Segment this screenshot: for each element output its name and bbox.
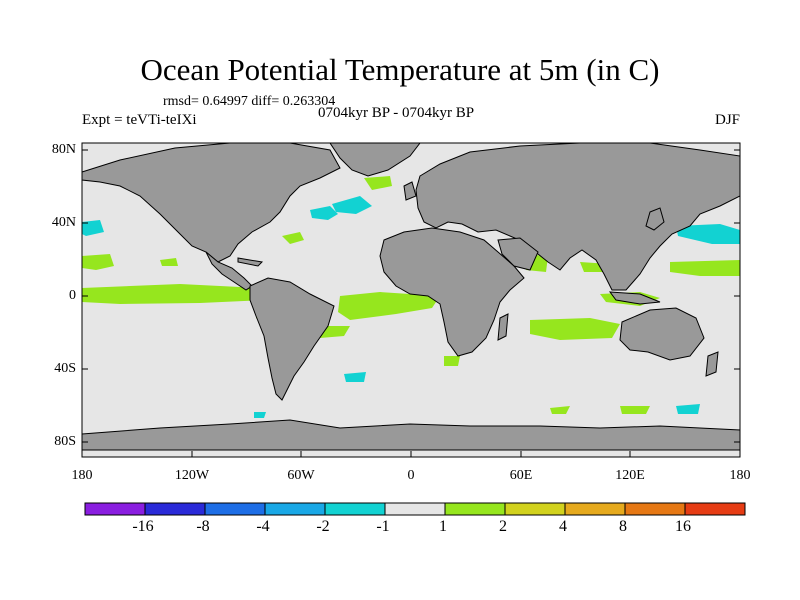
y-tick-label: 80S (54, 434, 76, 449)
colorbar-swatch (504, 502, 566, 516)
warm-patch (82, 284, 265, 304)
warm-patch (338, 292, 440, 320)
colorbar-swatch (564, 502, 626, 516)
colorbar-label: -2 (316, 518, 330, 535)
colorbar-swatch (624, 502, 686, 516)
x-tick-label: 180 (71, 468, 93, 483)
uk (403, 181, 417, 201)
colorbar-swatch (84, 502, 146, 516)
colorbar-label: -16 (132, 518, 154, 535)
greenland (329, 142, 422, 177)
colorbar-label: -4 (256, 518, 270, 535)
colorbar-label: -1 (376, 518, 390, 535)
y-tick-label: 0 (69, 288, 76, 303)
warm-patch (670, 260, 740, 276)
experiment-label: Expt = teVTi-teIXi (82, 112, 197, 128)
colorbar-swatch (384, 502, 446, 516)
colorbar-label: -8 (196, 518, 210, 535)
cool-patch (310, 206, 338, 220)
cool-patch (254, 412, 266, 418)
warm-patch (530, 318, 620, 340)
warm-patch (82, 254, 114, 270)
warm-patch (320, 326, 350, 338)
colorbar-label: 1 (439, 518, 447, 535)
colorbar-label: 16 (675, 518, 691, 535)
y-tick-label: 40S (54, 361, 76, 376)
cuba (237, 257, 264, 267)
x-tick-label: 60W (287, 468, 315, 483)
season-label: DJF (714, 112, 740, 128)
colorbar-label: 2 (499, 518, 507, 535)
warm-patch (550, 406, 570, 414)
colorbar-swatch (204, 502, 266, 516)
central-america (205, 251, 253, 291)
warm-patch (620, 406, 650, 414)
stats-text: rmsd= 0.64997 diff= 0.263304 (163, 94, 336, 109)
x-tick-label: 0 (407, 468, 415, 483)
south-america (249, 277, 335, 401)
colorbar-swatch (144, 502, 206, 516)
warm-patch (282, 232, 304, 244)
warm-anomaly-patches (82, 176, 740, 414)
africa (379, 227, 525, 357)
cool-patch (82, 220, 104, 236)
y-ticks (82, 149, 740, 443)
x-tick-label: 120W (174, 468, 210, 483)
x-tick-label: 120E (615, 468, 645, 483)
cool-patch (676, 404, 700, 414)
colorbar-swatch (684, 502, 746, 516)
colorbar (84, 502, 746, 516)
x-tick-label: 60E (509, 468, 533, 483)
warm-patch (364, 176, 392, 190)
japan (645, 207, 665, 231)
map-title: Ocean Potential Temperature at 5m (in C) (140, 52, 660, 87)
eurasia (415, 142, 741, 291)
warm-patch (444, 356, 460, 366)
x-tick-label: 180 (729, 468, 751, 483)
colorbar-swatch (264, 502, 326, 516)
colorbar-label: 8 (619, 518, 627, 535)
period-label: 0704kyr BP - 0704kyr BP (318, 105, 475, 121)
madagascar (497, 313, 509, 341)
australia (619, 307, 705, 361)
new-zealand (705, 351, 719, 377)
cool-patch (344, 372, 366, 382)
cool-patch (676, 224, 740, 244)
y-tick-label: 40N (51, 215, 76, 230)
y-tick-label: 80N (51, 142, 76, 157)
colorbar-swatch (444, 502, 506, 516)
cool-patch (332, 196, 372, 214)
colorbar-swatch (324, 502, 386, 516)
indonesia (608, 291, 661, 305)
arabia (497, 237, 539, 271)
x-ticks (81, 451, 741, 457)
warm-patch (160, 258, 178, 266)
land-masses (81, 142, 741, 451)
colorbar-label: 4 (559, 518, 567, 535)
